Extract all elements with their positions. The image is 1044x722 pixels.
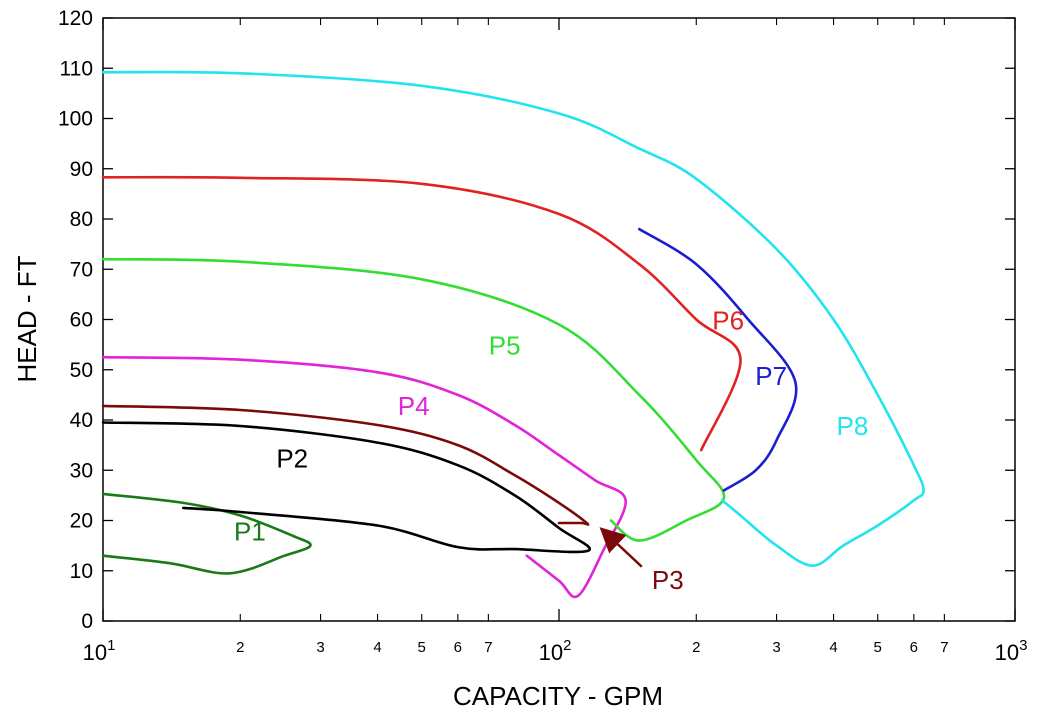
- y-tick-label: 40: [70, 409, 93, 432]
- y-tick-label: 120: [58, 7, 93, 30]
- x-minor-tick-label: 6: [454, 639, 462, 656]
- series-line-p7: [638, 227, 798, 492]
- series-group: [101, 70, 925, 599]
- x-tick-exponent: 2: [563, 637, 571, 654]
- x-minor-tick-label: 4: [829, 639, 837, 656]
- y-tick-label: 0: [81, 610, 93, 633]
- y-tick-label: 20: [70, 510, 93, 533]
- x-minor-tick-label: 3: [316, 639, 324, 656]
- y-tick-label: 70: [70, 258, 93, 281]
- x-minor-tick-label: 5: [874, 639, 882, 656]
- y-tick-label: 80: [70, 208, 93, 231]
- y-tick-label: 10: [70, 560, 93, 583]
- x-tick-base: 10: [995, 640, 1019, 665]
- series-label-p4: P4: [398, 391, 430, 421]
- series-labels: P1 P2 P4 P5 P6 P7 P8 P3: [234, 306, 868, 595]
- x-minor-tick-label: 7: [484, 639, 492, 656]
- x-tick-label: 103: [995, 637, 1028, 665]
- series-label-p6: P6: [712, 306, 744, 336]
- x-tick-exponent: 1: [107, 637, 115, 654]
- x-tick-base: 10: [83, 640, 107, 665]
- series-label-p1: P1: [234, 517, 266, 547]
- x-tick-base: 10: [539, 640, 563, 665]
- series-line-p4: [101, 355, 627, 599]
- x-tick-label: 102: [539, 637, 572, 665]
- x-tick-label: 101: [83, 637, 116, 665]
- x-minor-tick-label: 4: [373, 639, 381, 656]
- y-tick-label: 50: [70, 359, 93, 382]
- x-minor-tick-label: 3: [772, 639, 780, 656]
- y-axis-label: HEAD - FT: [12, 255, 42, 382]
- x-minor-tick-label: 7: [940, 639, 948, 656]
- series-line-p5: [101, 257, 726, 542]
- series-line-p6: [101, 175, 742, 452]
- x-axis-label: CAPACITY - GPM: [453, 681, 663, 711]
- series-line-p2: [101, 421, 592, 554]
- series-label-p3: P3: [652, 565, 684, 595]
- y-tick-label: 110: [60, 57, 93, 80]
- x-minor-tick-label: 6: [910, 639, 918, 656]
- series-line-p1: [101, 492, 312, 575]
- y-tick-label: 100: [58, 108, 93, 131]
- y-tick-label: 90: [70, 158, 93, 181]
- y-tick-label: 60: [70, 309, 93, 332]
- series-label-p7: P7: [755, 361, 787, 391]
- series-line-p3: [101, 404, 590, 526]
- x-minor-tick-label: 2: [692, 639, 700, 656]
- x-minor-tick-label: 2: [236, 639, 244, 656]
- series-label-p8: P8: [837, 411, 869, 441]
- y-tick-label: 30: [70, 459, 93, 482]
- series-line-p8: [101, 70, 925, 567]
- y-axis: 0 10 20 30 40 50 60 70 80 90 100 110 120: [58, 7, 1015, 633]
- x-tick-exponent: 3: [1019, 637, 1027, 654]
- annotation-arrow: [599, 527, 643, 568]
- series-label-p2: P2: [276, 444, 308, 474]
- series-label-p5: P5: [489, 331, 521, 361]
- x-minor-tick-label: 5: [418, 639, 426, 656]
